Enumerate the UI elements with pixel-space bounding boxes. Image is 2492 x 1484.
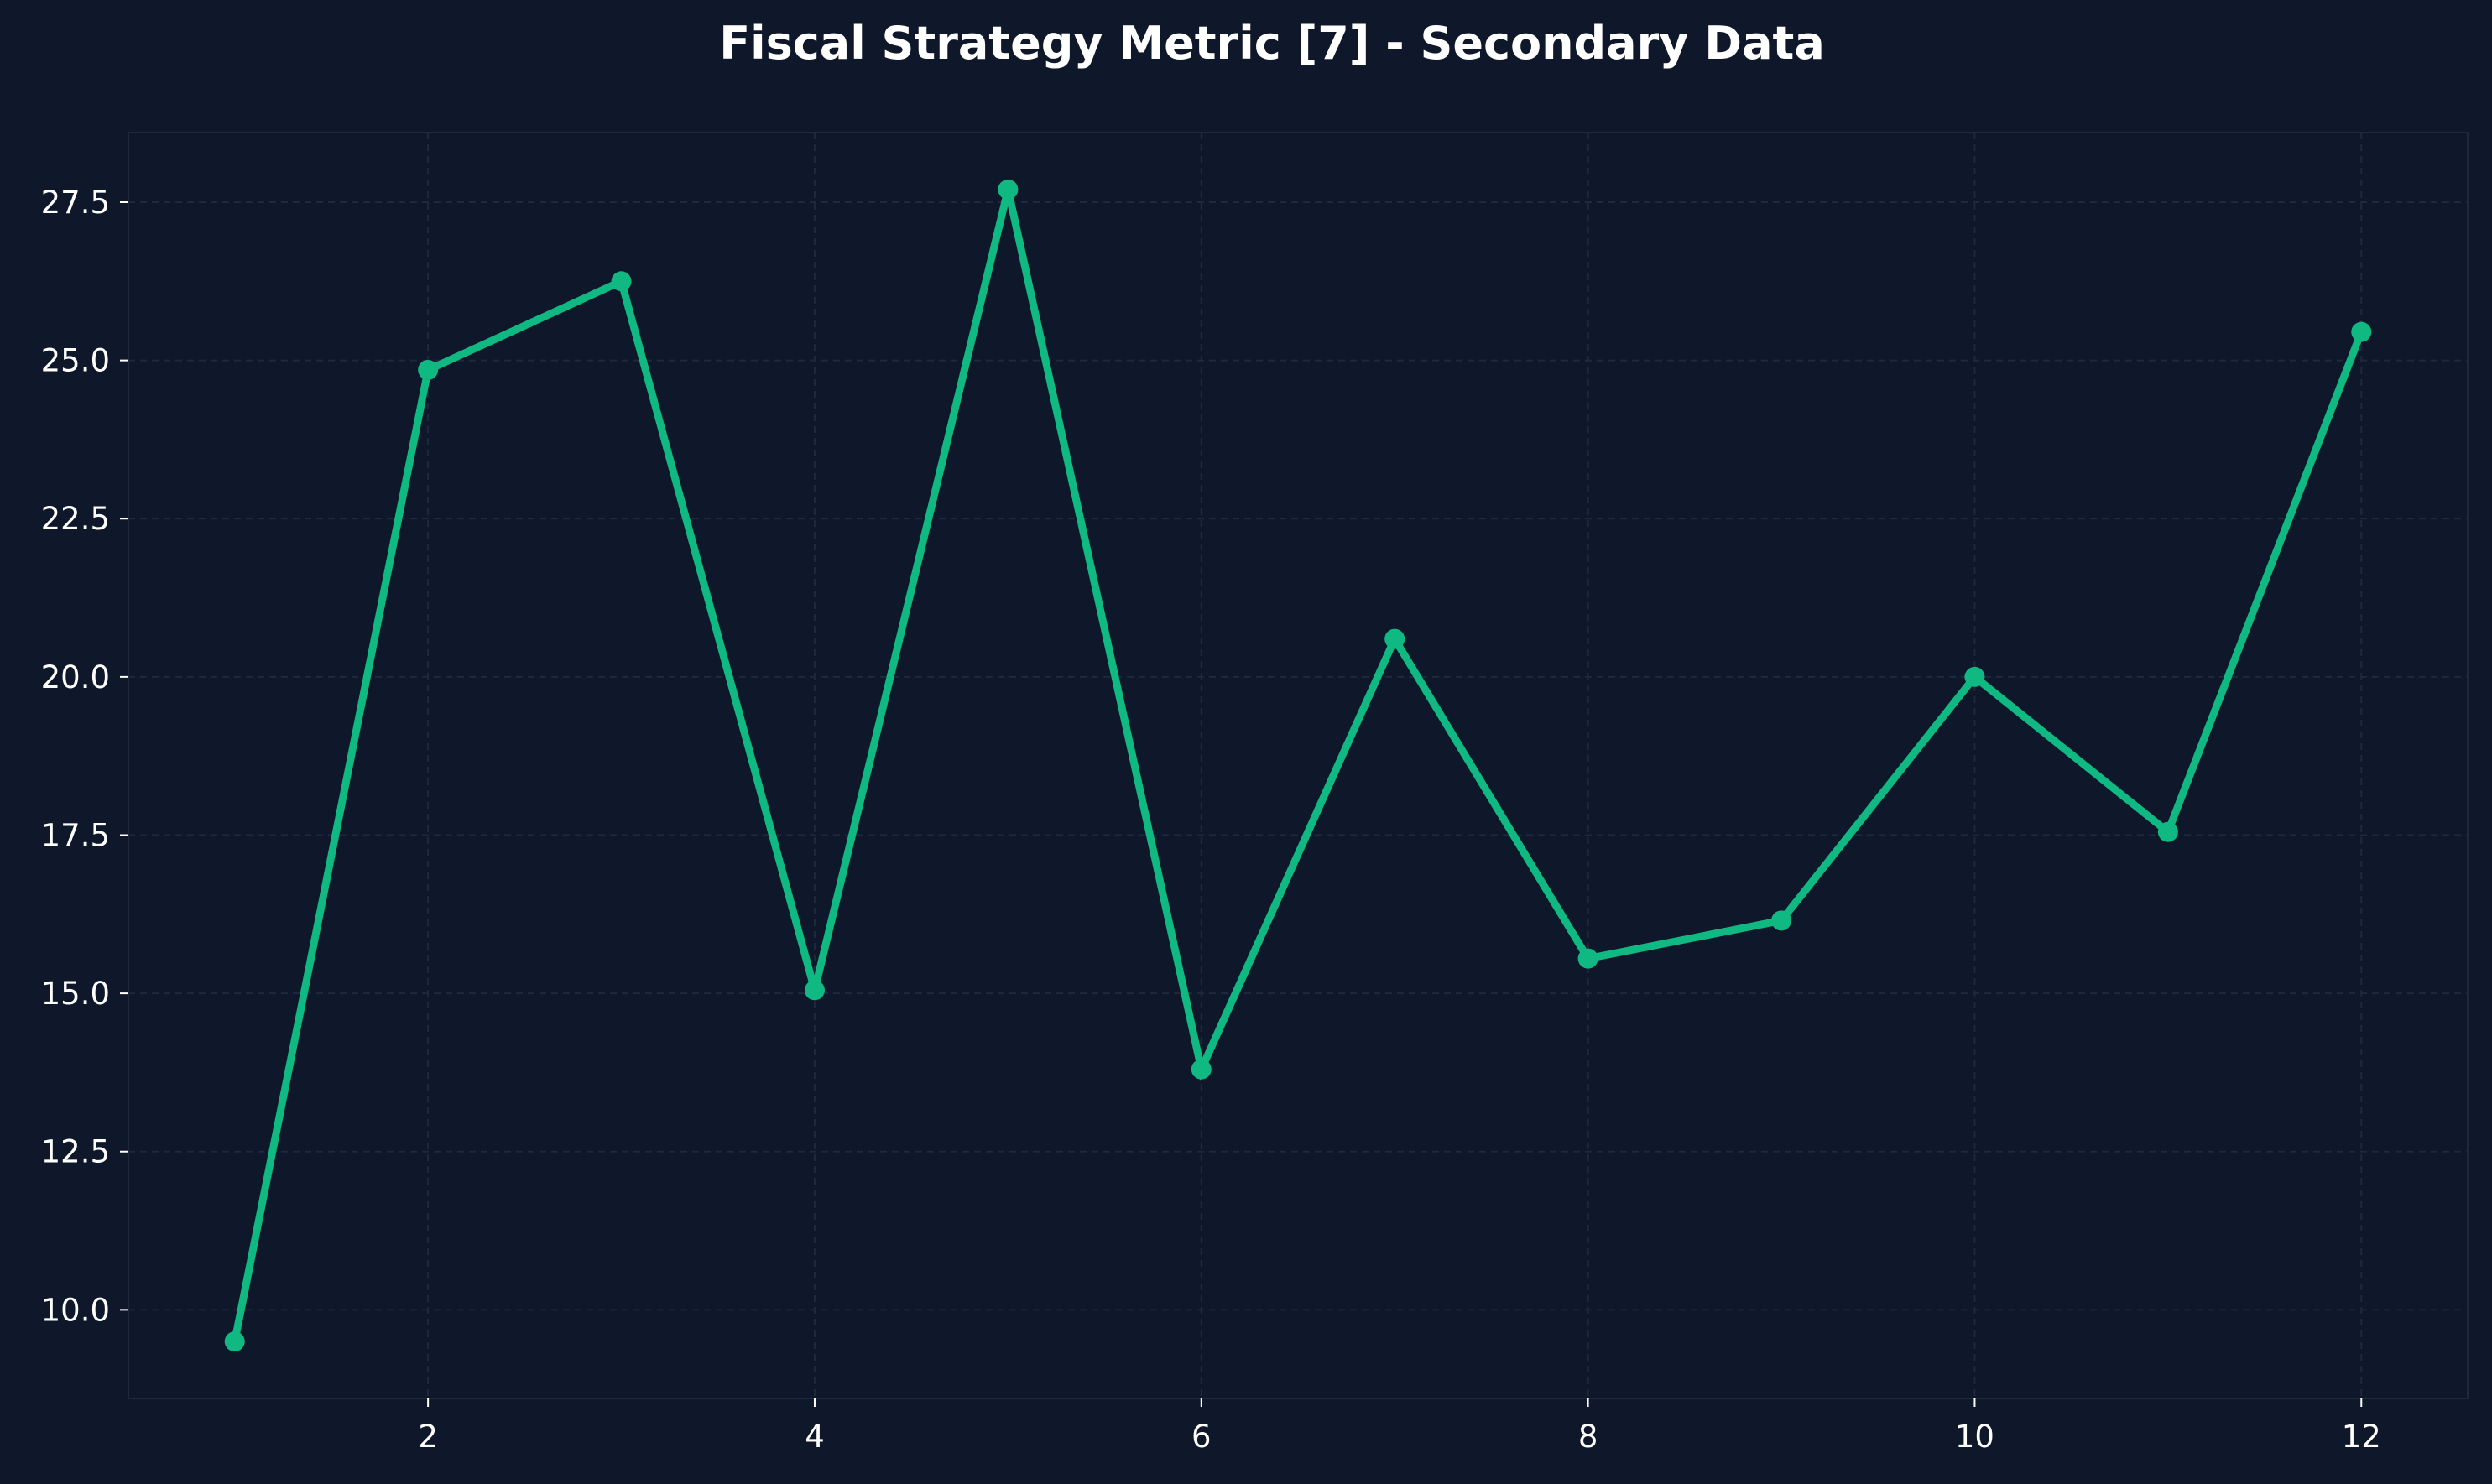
- grid: [128, 133, 2468, 1398]
- x-tick-label: 2: [418, 1419, 438, 1455]
- axis-ticks: 10.0 12.5 15.0 17.5 20.0 22.5 25.0 27.5 2 4 6 8 10 12: [41, 185, 2381, 1455]
- plot-frame: [128, 132, 2469, 1399]
- y-tick-label: 25.0: [41, 343, 110, 379]
- y-tick-label: 12.5: [41, 1134, 110, 1170]
- y-tick-label: 15.0: [41, 976, 110, 1012]
- data-point: [418, 359, 439, 380]
- data-point: [804, 980, 825, 1001]
- data-point: [611, 271, 632, 292]
- y-tick-label: 10.0: [41, 1292, 110, 1328]
- data-point: [1964, 666, 1985, 687]
- data-point: [2157, 821, 2178, 842]
- data-point: [1577, 948, 1598, 969]
- y-tick-label: 17.5: [41, 817, 110, 853]
- chart-title: Fiscal Strategy Metric [7] - Secondary D…: [719, 17, 1825, 70]
- y-tick-label: 27.5: [41, 185, 110, 221]
- data-point: [1191, 1059, 1212, 1080]
- data-point: [1384, 628, 1405, 649]
- x-tick-label: 4: [805, 1419, 825, 1455]
- y-tick-label: 22.5: [41, 501, 110, 537]
- data-point: [2351, 321, 2372, 342]
- data-point: [1771, 910, 1792, 931]
- x-tick-label: 8: [1578, 1419, 1598, 1455]
- series-line: [231, 188, 2365, 1346]
- series: [224, 179, 2372, 1352]
- x-tick-label: 12: [2342, 1419, 2381, 1455]
- data-point: [224, 1331, 245, 1352]
- x-tick-label: 10: [1955, 1419, 1994, 1455]
- x-tick-label: 6: [1191, 1419, 1212, 1455]
- data-point: [998, 179, 1019, 200]
- y-tick-label: 20.0: [41, 659, 110, 695]
